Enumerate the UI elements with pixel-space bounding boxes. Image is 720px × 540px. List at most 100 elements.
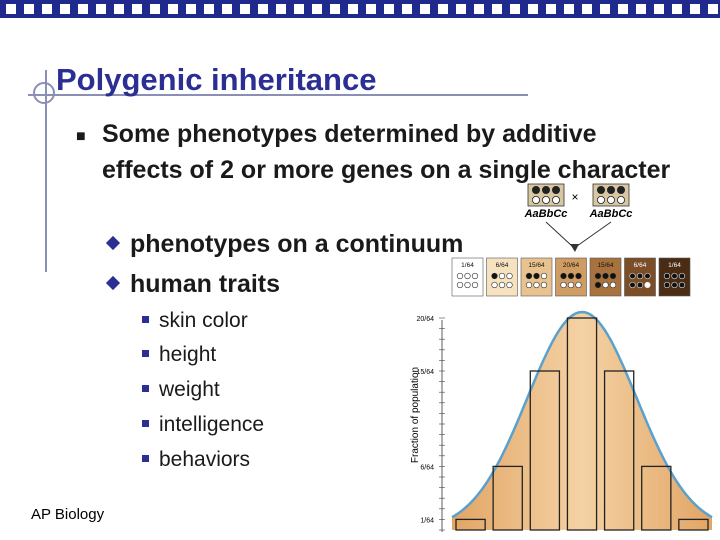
offspring-fraction-label: 20/64 (563, 262, 580, 269)
allele-dot (525, 272, 533, 280)
bell-curve-fill (452, 312, 712, 530)
histogram-bars (455, 317, 709, 531)
top-bar-square (294, 4, 304, 14)
top-bar-square (6, 4, 16, 14)
top-bar-square (708, 4, 718, 14)
top-bar-square (492, 4, 502, 14)
decor-horizontal-line (28, 94, 528, 96)
top-bar-square (636, 4, 646, 14)
allele-dot (532, 195, 541, 204)
allele-dot (671, 272, 678, 280)
top-bar-square (546, 4, 556, 14)
allele-dot (602, 272, 609, 280)
sub-bullet-2: human traits (105, 270, 280, 299)
histogram-bar (603, 370, 635, 531)
square-bullet-icon (142, 419, 149, 427)
arrow-head-icon (570, 244, 579, 252)
square-bullet-icon (142, 454, 149, 462)
allele-dot (533, 272, 540, 280)
top-bar-square (150, 4, 160, 14)
parent-genotype-label: AaBbCc (524, 208, 568, 220)
offspring-genotypes: 1/64 6/64 15/64 20/64 15/64 6/64 1/64 (451, 257, 691, 297)
top-bar-square (600, 4, 610, 14)
y-tick-label: 1/64 (420, 517, 434, 524)
allele-dot (456, 281, 464, 289)
top-bar-square (690, 4, 700, 14)
y-tick-label: 20/64 (416, 316, 434, 323)
histogram-bar (492, 465, 523, 531)
allele-dot (552, 195, 561, 204)
top-bar-square (78, 4, 88, 14)
allele-dot (663, 281, 671, 289)
allele-dot (552, 185, 561, 194)
top-bar-square (384, 4, 394, 14)
allele-dot (464, 272, 471, 280)
histogram-bar (529, 370, 561, 531)
allele-dot (629, 281, 636, 289)
allele-dot (663, 272, 671, 280)
bell-curve (451, 310, 713, 530)
allele-dot (456, 272, 464, 280)
allele-dot (671, 281, 678, 289)
offspring-fraction-label: 1/64 (461, 262, 474, 269)
allele-dot (471, 272, 479, 280)
main-bullet-text: Some phenotypes determined by additive e… (102, 120, 671, 184)
allele-dot (609, 272, 617, 280)
top-bar-square (96, 4, 106, 14)
allele-dot (498, 272, 506, 280)
allele-dot (532, 185, 541, 194)
parent-genotype-label: AaBbCc (589, 208, 633, 220)
allele-dot (560, 281, 567, 289)
top-bar-square (366, 4, 376, 14)
top-bar (0, 0, 720, 18)
trait-item-4: intelligence (142, 413, 264, 437)
allele-dot (629, 272, 636, 280)
allele-dot (607, 195, 616, 204)
allele-dot (560, 272, 567, 280)
allele-dot (464, 281, 471, 289)
top-bar-square (456, 4, 466, 14)
allele-dot (607, 185, 616, 194)
allele-dot (678, 281, 686, 289)
allele-dot (597, 185, 606, 194)
allele-dot (597, 195, 606, 204)
allele-dot (636, 272, 644, 280)
allele-dot (540, 281, 548, 289)
allele-dot (644, 281, 651, 289)
top-bar-square (168, 4, 178, 14)
y-axis-label: Fraction of population (410, 367, 421, 463)
cross-arrow-line (545, 221, 573, 247)
allele-dot (491, 272, 498, 280)
allele-dot (491, 281, 498, 289)
allele-dot (471, 281, 479, 289)
footer-label: AP Biology (31, 506, 105, 523)
allele-dot (617, 195, 626, 204)
main-bullet: ■ Some phenotypes determined by additive… (76, 116, 676, 188)
top-bar-square (258, 4, 268, 14)
top-bar-square (24, 4, 34, 14)
top-bar-square (114, 4, 124, 14)
trait-item-3: weight (142, 378, 220, 402)
top-bar-square (438, 4, 448, 14)
histogram-bar (566, 317, 598, 531)
offspring-fraction-label: 15/64 (528, 262, 545, 269)
top-bar-square (420, 4, 430, 14)
cross-symbol: × (571, 190, 578, 204)
y-axis: 20/64 15/64 6/64 1/64 Fraction of population (410, 316, 445, 532)
allele-dot (575, 281, 582, 289)
offspring-fraction-label: 1/64 (668, 262, 681, 269)
allele-dot (567, 272, 575, 280)
cross-arrow-line (576, 221, 612, 247)
histogram-bar (641, 465, 672, 531)
top-bar-square (672, 4, 682, 14)
top-bar-square (528, 4, 538, 14)
allele-dot (644, 272, 651, 280)
histogram-bar (678, 518, 709, 531)
allele-dot (678, 272, 686, 280)
trait-item-1: skin color (142, 309, 248, 333)
allele-dot (533, 281, 540, 289)
top-bar-square (222, 4, 232, 14)
cross-diagram: AaBbCc AaBbCc× (524, 183, 633, 252)
allele-dot (575, 272, 582, 280)
